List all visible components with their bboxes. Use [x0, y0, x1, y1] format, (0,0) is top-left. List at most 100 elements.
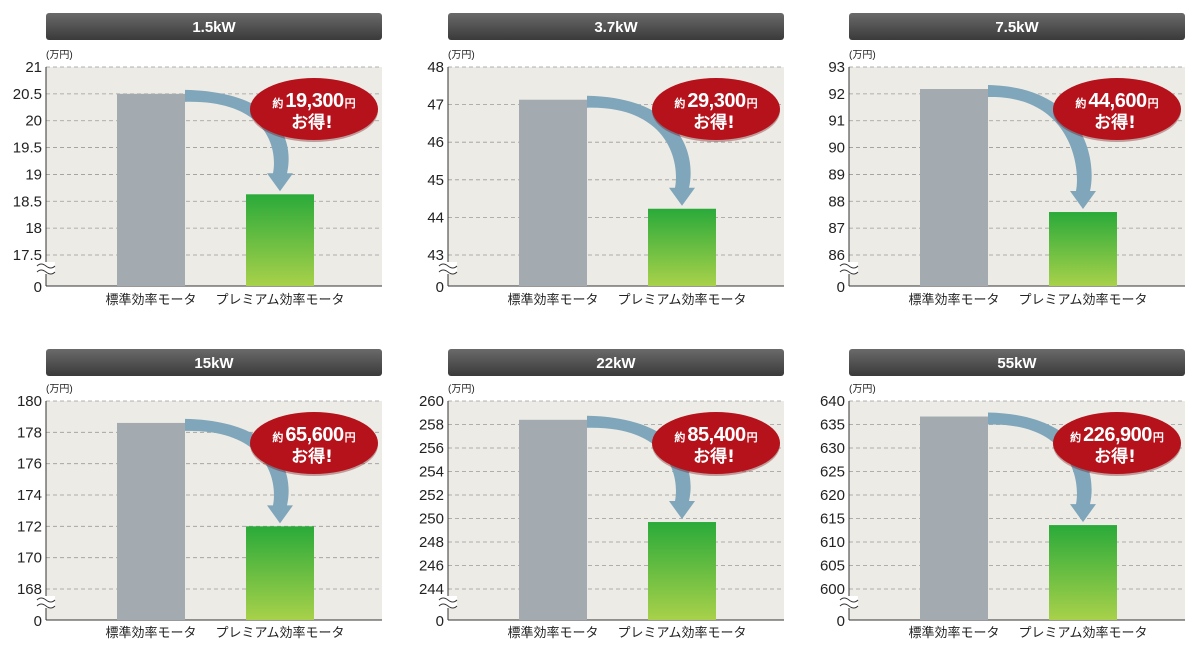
axis-break-mark [438, 269, 458, 275]
y-tick-label: 18 [25, 220, 42, 237]
y-tick-label: 640 [820, 393, 845, 410]
savings-amount: 約 226,900円 [1070, 424, 1164, 446]
y-tick-label: 176 [17, 456, 42, 473]
savings-prefix: 約 [674, 96, 685, 110]
y-tick-label: 256 [419, 440, 444, 457]
chart-title: 3.7kW [594, 19, 638, 36]
y-tick-label: 44 [427, 209, 444, 226]
y-tick-label: 246 [419, 558, 444, 575]
bar-standard-motor [519, 419, 587, 620]
axis-break-mark [839, 263, 859, 269]
chart-panel-3: 7.5kW 93 92 91 90 89 88 87 86 0 (万円) 標準効率モータ プレミアム効率… [828, 13, 1185, 308]
bar-standard-motor [920, 416, 988, 620]
y-tick-label: 244 [419, 581, 444, 598]
savings-caption: お得! [291, 112, 333, 133]
chart-title: 15kW [194, 355, 234, 372]
y-tick-label: 46 [427, 134, 444, 151]
y-tick-label: 86 [828, 247, 845, 264]
savings-badge [1053, 412, 1181, 474]
y-tick-label: 92 [828, 86, 845, 103]
y-tick-label: 248 [419, 534, 444, 551]
y-tick-label: 47 [427, 97, 444, 114]
x-category-label: プレミアム効率モータ [1018, 625, 1147, 641]
y-tick-label: 43 [427, 247, 444, 264]
savings-caption: お得! [693, 446, 735, 467]
y-tick-label: 20 [25, 113, 42, 130]
savings-caption: お得! [1094, 112, 1136, 133]
savings-suffix: 円 [345, 431, 356, 444]
bar-premium-motor [648, 208, 716, 286]
savings-caption: お得! [291, 446, 333, 467]
y-tick-label: 91 [828, 113, 845, 130]
y-tick-label: 93 [828, 59, 845, 76]
y-tick-label: 18.5 [13, 193, 42, 210]
y-tick-label: 17.5 [13, 247, 42, 264]
axis-break-mark [839, 269, 859, 275]
savings-badge [1053, 78, 1181, 140]
y-tick-label: 630 [820, 440, 845, 457]
savings-suffix: 円 [1148, 97, 1159, 110]
y-tick-label: 0 [436, 613, 444, 630]
savings-prefix: 約 [1070, 430, 1081, 444]
savings-amount: 約 85,400円 [674, 424, 757, 446]
y-unit-label: (万円) [46, 384, 73, 395]
savings-value: 85,400 [687, 424, 746, 446]
y-tick-label: 625 [820, 464, 845, 481]
bar-standard-motor [117, 93, 185, 286]
savings-caption: お得! [693, 112, 735, 133]
y-tick-label: 172 [17, 518, 42, 535]
savings-badge [250, 412, 378, 474]
x-category-label: 標準効率モータ [908, 292, 999, 308]
savings-suffix: 円 [747, 431, 758, 444]
x-category-label: 標準効率モータ [507, 292, 598, 308]
chart-header [849, 349, 1185, 376]
y-tick-label: 615 [820, 511, 845, 528]
savings-suffix: 円 [1153, 431, 1164, 444]
savings-suffix: 円 [747, 97, 758, 110]
chart-panel-6: 55kW 640 635 630 625 620 615 610 605 600 0 (万円) 標準効率… [820, 349, 1185, 641]
axis-break-mark [36, 603, 56, 609]
x-category-label: 標準効率モータ [908, 625, 999, 641]
x-category-label: プレミアム効率モータ [1018, 292, 1147, 308]
chart-panel-1: 1.5kW 21 20.5 20 19.5 19 18.5 18 17.5 0 (万円) 標準効率モー… [13, 13, 382, 308]
x-category-label: 標準効率モータ [507, 625, 598, 641]
y-tick-label: 250 [419, 511, 444, 528]
x-category-label: プレミアム効率モータ [617, 292, 746, 308]
y-tick-label: 620 [820, 487, 845, 504]
y-tick-label: 254 [419, 464, 444, 481]
axis-break-gap [840, 596, 858, 608]
savings-value: 29,300 [687, 90, 746, 112]
bar-standard-motor [117, 422, 185, 620]
x-category-label: プレミアム効率モータ [215, 625, 344, 641]
y-tick-label: 605 [820, 558, 845, 575]
y-tick-label: 19.5 [13, 140, 42, 157]
axis-break-gap [37, 596, 55, 608]
bar-standard-motor [519, 99, 587, 286]
y-tick-label: 45 [427, 172, 444, 189]
axis-break-gap [439, 596, 457, 608]
y-tick-label: 20.5 [13, 86, 42, 103]
axis-break-mark [839, 603, 859, 609]
y-tick-label: 168 [17, 581, 42, 598]
savings-amount: 約 19,300円 [272, 90, 355, 112]
chart-title: 1.5kW [192, 19, 236, 36]
chart-panel-4: 15kW 180 178 176 174 172 170 168 0 (万円) 標準効率モータ プレミ… [17, 349, 382, 641]
savings-caption: お得! [1094, 446, 1136, 467]
y-unit-label: (万円) [849, 50, 876, 61]
axis-break-mark [438, 263, 458, 269]
chart-header [448, 13, 784, 40]
y-unit-label: (万円) [849, 384, 876, 395]
x-category-label: 標準効率モータ [105, 625, 196, 641]
y-tick-label: 174 [17, 487, 42, 504]
x-category-label: プレミアム効率モータ [215, 292, 344, 308]
y-tick-label: 19 [25, 166, 42, 183]
y-tick-label: 180 [17, 393, 42, 410]
y-tick-label: 90 [828, 140, 845, 157]
x-category-label: 標準効率モータ [105, 292, 196, 308]
y-tick-label: 87 [828, 220, 845, 237]
y-unit-label: (万円) [46, 50, 73, 61]
savings-badge [652, 78, 780, 140]
bar-premium-motor [246, 526, 314, 620]
y-tick-label: 170 [17, 550, 42, 567]
